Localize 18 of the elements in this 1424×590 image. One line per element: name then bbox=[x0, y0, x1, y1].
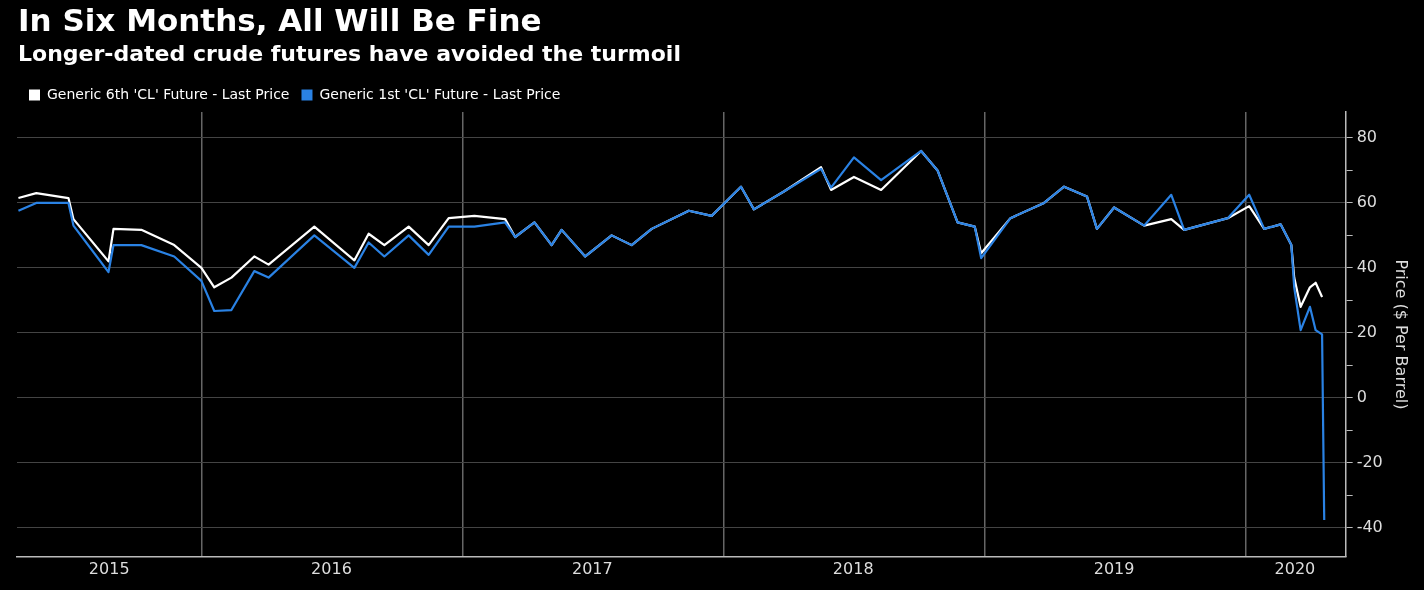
legend-label: Generic 6th 'CL' Future - Last Price bbox=[47, 85, 290, 102]
chart-subtitle: Longer-dated crude futures have avoided the turmoil bbox=[18, 40, 681, 68]
y-tick-label: 80 bbox=[1356, 127, 1378, 147]
x-tick-label: 2020 bbox=[1274, 558, 1316, 578]
y-tick-label: 20 bbox=[1356, 321, 1378, 341]
chart-title: In Six Months, All Will Be Fine bbox=[18, 2, 542, 38]
x-tick-label: 2017 bbox=[571, 558, 613, 578]
y-axis-title: Price ($ Per Barrel) bbox=[1392, 259, 1412, 410]
x-tick-label: 2018 bbox=[832, 558, 874, 578]
y-tick-label: 0 bbox=[1356, 386, 1367, 406]
y-tick-label: -40 bbox=[1356, 516, 1383, 536]
x-tick-label: 2015 bbox=[88, 558, 130, 578]
legend-label: Generic 1st 'CL' Future - Last Price bbox=[319, 85, 561, 102]
x-tick-label: 2016 bbox=[311, 558, 352, 578]
y-tick-label: 40 bbox=[1356, 257, 1378, 276]
y-tick-label: -20 bbox=[1356, 451, 1383, 471]
y-tick-label: 60 bbox=[1356, 192, 1378, 212]
x-tick-label: 2019 bbox=[1093, 558, 1135, 578]
